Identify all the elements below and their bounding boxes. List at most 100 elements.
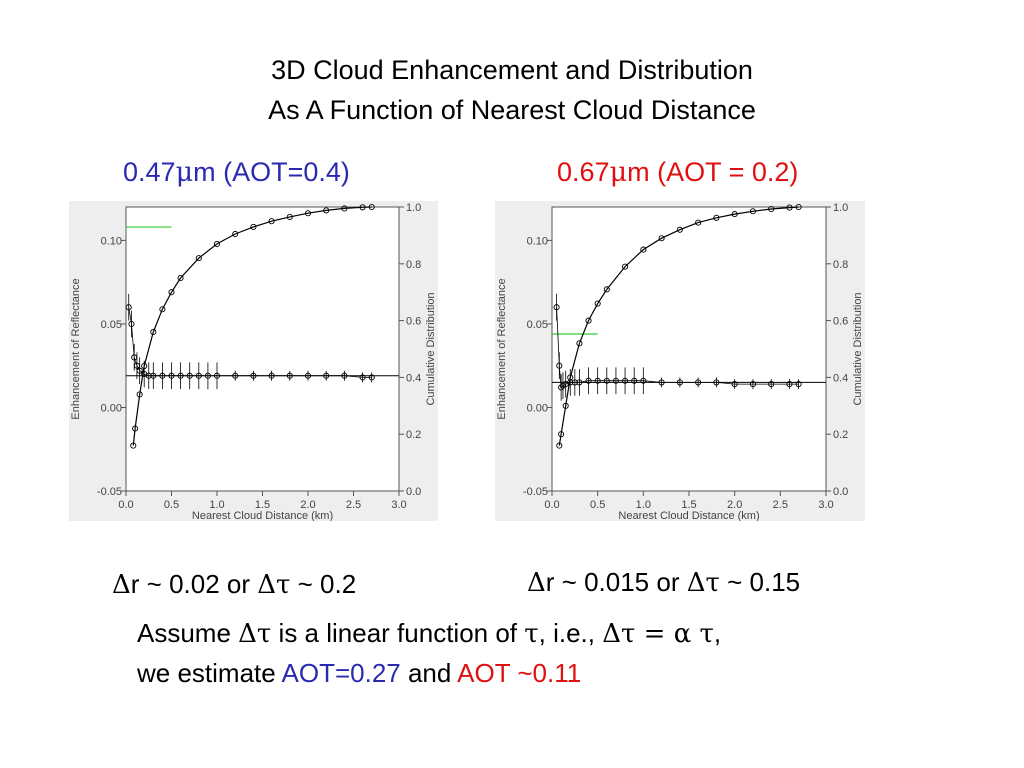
mu-symbol: μ <box>175 157 194 188</box>
enhancement-point <box>368 374 375 381</box>
enhancement-point <box>159 372 166 379</box>
enhancement-point <box>232 372 239 379</box>
cumulative-point <box>368 203 375 211</box>
y2-axis-label: Cumulative Distribution <box>852 292 864 405</box>
formula: Δτ = α τ <box>602 619 714 649</box>
left-header-suffix: m (AOT=0.4) <box>193 157 350 187</box>
cumulative-point <box>558 431 565 438</box>
cumulative-point <box>713 214 720 221</box>
enhancement-point <box>612 377 619 384</box>
y2-tick-label: 0.6 <box>406 316 421 328</box>
enhancement-point <box>556 362 563 369</box>
right-chart: 0.0 0.5 1.0 1.5 2.0 2.5 3.0 -0.05 0.00 0.05 0.10 0.… <box>496 202 864 521</box>
cumulative-point <box>159 306 166 313</box>
x-tick-label: 3.0 <box>818 499 833 511</box>
enhancement-point <box>768 381 775 388</box>
y-tick-label: 0.00 <box>527 402 548 414</box>
right-result-text: Δr ~ 0.015 or Δτ ~ 0.15 <box>527 566 800 599</box>
x-tick-label: 2.0 <box>300 499 315 511</box>
slide-title-line2: As A Function of Nearest Cloud Distance <box>268 95 756 125</box>
enhancement-point <box>150 372 157 379</box>
enhancement-point <box>136 367 143 374</box>
cumulative-point <box>268 218 275 225</box>
note-text: we estimate <box>137 658 282 688</box>
y-tick-label: 0.10 <box>527 235 548 247</box>
enhancement-point <box>558 384 565 391</box>
cumulative-point <box>556 442 563 449</box>
x-axis-label: Nearest Cloud Distance (km) <box>192 510 333 521</box>
x-tick-label: 1.5 <box>681 499 696 511</box>
cumulative-point <box>136 391 143 398</box>
enhancement-point <box>323 372 330 379</box>
cumulative-line <box>558 206 799 446</box>
note-text: Assume <box>137 618 239 648</box>
x-tick-label: 0.0 <box>544 499 559 511</box>
right-result-part1: r ~ 0.015 or <box>545 567 687 597</box>
cumulative-point <box>695 219 702 226</box>
enhancement-point <box>695 379 702 386</box>
plot-area <box>125 206 400 492</box>
enhancement-point <box>553 304 560 311</box>
y2-tick-label: 0.4 <box>833 372 848 384</box>
enhancement-point <box>286 372 293 379</box>
y2-tick-label: 0.0 <box>406 486 421 498</box>
y2-tick-label: 0.6 <box>833 316 848 328</box>
note-text: is a linear function of <box>271 618 525 648</box>
enhancement-point <box>304 372 312 379</box>
cumulative-point <box>195 255 202 262</box>
x-tick-label: 0.0 <box>118 499 133 511</box>
x-tick-label: 0.5 <box>590 499 605 511</box>
left-header-prefix: 0.47 <box>123 157 176 187</box>
tau-symbol: τ <box>524 619 539 649</box>
delta-tau-symbol: Δτ <box>257 570 291 600</box>
enhancement-point <box>786 381 793 388</box>
y-tick-label: -0.05 <box>523 486 548 498</box>
cumulative-point <box>768 205 775 213</box>
left-result-text: Δr ~ 0.02 or Δτ ~ 0.2 <box>112 568 356 601</box>
aot-estimate-red: AOT ~0.11 <box>457 658 582 688</box>
cumulative-point <box>286 213 293 220</box>
left-result-part1: r ~ 0.02 or <box>130 569 258 599</box>
cumulative-line <box>132 206 372 446</box>
cumulative-point <box>603 286 610 293</box>
delta-tau-symbol: Δτ <box>686 568 720 598</box>
x-tick-label: 2.5 <box>346 499 361 511</box>
cumulative-point <box>341 205 348 212</box>
y2-tick-label: 0.8 <box>833 259 848 271</box>
enhancement-point <box>177 372 184 379</box>
cumulative-point <box>640 246 647 253</box>
cumulative-point <box>795 203 802 211</box>
x-axis-label: Nearest Cloud Distance (km) <box>618 510 759 521</box>
delta-symbol: Δ <box>527 568 546 598</box>
x-tick-label: 1.0 <box>209 499 224 511</box>
enhancement-point <box>125 304 132 311</box>
enhancement-point <box>213 372 221 379</box>
enhancement-point <box>631 377 638 384</box>
y-axis-label: Enhancement of Reflectance <box>496 278 508 419</box>
cumulative-point <box>132 425 139 432</box>
x-tick-label: 2.5 <box>773 499 788 511</box>
enhancement-point <box>128 320 135 327</box>
enhancement-point <box>603 377 610 384</box>
enhancement-point <box>731 381 738 388</box>
cumulative-point <box>786 204 793 211</box>
x-tick-label: 1.5 <box>255 499 270 511</box>
note-line1: Assume Δτ is a linear function of τ, i.e… <box>137 615 721 653</box>
y2-tick-label: 1.0 <box>833 202 848 214</box>
enhancement-point <box>186 372 193 379</box>
y-tick-label: -0.05 <box>97 486 122 498</box>
cumulative-point <box>130 442 137 449</box>
enhancement-point <box>168 372 175 379</box>
y2-tick-label: 0.2 <box>833 429 848 441</box>
enhancement-point <box>622 377 629 384</box>
cumulative-point <box>250 223 257 230</box>
y-tick-label: 0.05 <box>101 319 122 331</box>
right-panel-header: 0.67μm (AOT = 0.2) <box>557 156 798 189</box>
left-result-part2: ~ 0.2 <box>290 569 357 599</box>
enhancement-point <box>795 381 802 388</box>
cumulative-point <box>731 211 738 218</box>
cumulative-point <box>676 226 683 233</box>
x-tick-label: 0.5 <box>164 499 179 511</box>
enhancement-point <box>195 372 202 379</box>
cumulative-point <box>213 240 221 247</box>
